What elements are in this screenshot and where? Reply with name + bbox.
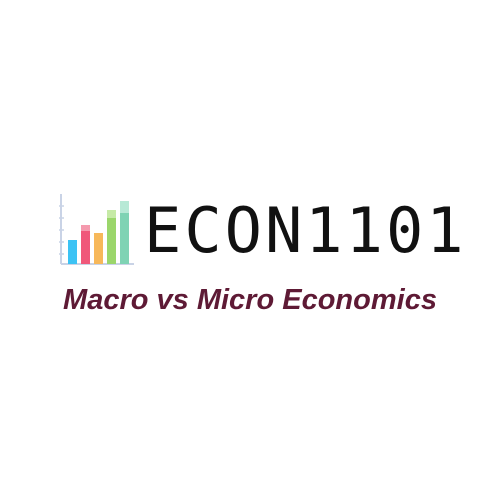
bar-2 [81,225,90,264]
course-title: ECON1101 [144,194,467,267]
bar-5 [120,201,129,264]
bar-4 [107,210,116,264]
bar-1 [68,240,77,264]
bar-chart-icon [59,194,134,265]
course-subtitle: Macro vs Micro Economics [63,284,437,316]
bar-3 [94,233,103,264]
